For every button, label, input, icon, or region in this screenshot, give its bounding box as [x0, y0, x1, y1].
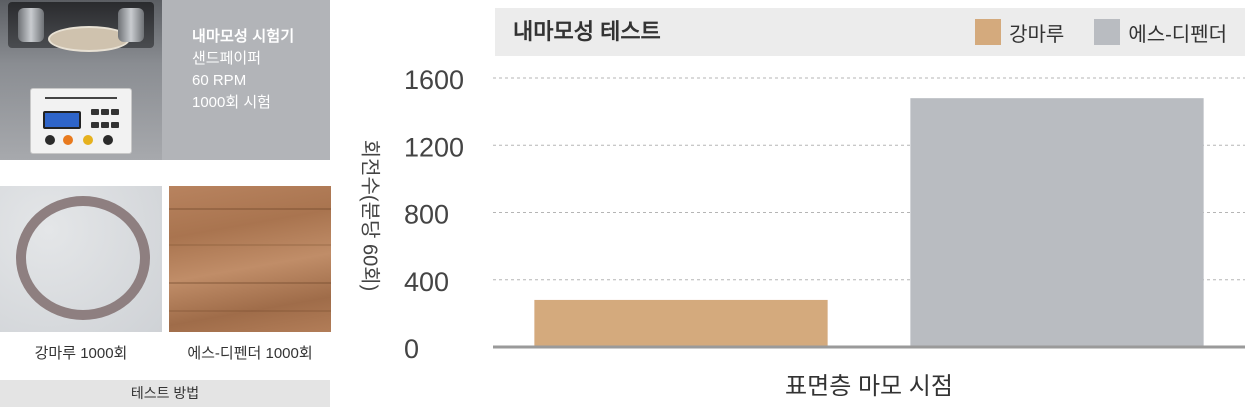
- bar-chart-plot: 0 400 800 1200 1600: [404, 65, 1245, 360]
- spec-abrasive: 샌드페이퍼: [192, 50, 262, 67]
- specimen-platen: [48, 26, 130, 52]
- abrasion-wheel-left: [18, 8, 44, 42]
- y-axis-title-text: 회전수(분당 60회): [358, 139, 381, 291]
- spec-cycles: 1000회 시험: [192, 94, 271, 111]
- spec-speed: 60 RPM: [192, 72, 247, 89]
- legend-item-ace-defender: 에스-디펜더: [1094, 18, 1227, 47]
- legend-swatch-kangmaru: [975, 19, 1002, 45]
- y-axis-title: 회전수(분당 60회): [344, 100, 400, 330]
- legend-label-ace-defender: 에스-디펜더: [1128, 23, 1227, 46]
- test-spec-box: 내마모성 시험기 샌드페이퍼 60 RPM 1000회 시험: [162, 0, 330, 160]
- x-axis-title: 표면층 마모 시점: [785, 373, 953, 400]
- sample-label-kangmaru: 강마루 1000회: [34, 345, 128, 362]
- wear-ring: [16, 196, 150, 320]
- sample-label-ace-defender: 에스-디펜더 1000회: [187, 345, 313, 362]
- sample-photo-kangmaru: [0, 186, 162, 332]
- test-method-caption: 테스트 방법: [0, 380, 330, 407]
- chart-header: 내마모성 테스트 강마루 에스-디펜더: [495, 8, 1245, 56]
- bar-kangmaru: [534, 299, 828, 347]
- y-tick-label: 400: [404, 267, 449, 297]
- bar-ace-defender: [910, 98, 1204, 347]
- abrasion-head: [8, 2, 154, 52]
- spec-title: 내마모성 시험기: [192, 28, 295, 45]
- sample-photo-ace-defender: [169, 186, 331, 332]
- test-machine-photo: [0, 0, 162, 160]
- y-tick-label: 0: [404, 334, 419, 360]
- control-panel-nameplate: [31, 95, 131, 101]
- legend-item-kangmaru: 강마루: [975, 18, 1064, 47]
- y-tick-label: 800: [404, 200, 449, 230]
- lcd-display: [43, 111, 81, 129]
- abrasion-wheel-right: [118, 8, 144, 42]
- legend-swatch-ace-defender: [1094, 19, 1121, 45]
- legend-label-kangmaru: 강마루: [1009, 23, 1065, 46]
- y-tick-label: 1200: [404, 132, 464, 162]
- control-panel: [30, 88, 132, 154]
- y-tick-label: 1600: [404, 65, 464, 95]
- chart-legend: 강마루 에스-디펜더: [975, 8, 1227, 56]
- control-keypad: [91, 109, 121, 133]
- chart-title: 내마모성 테스트: [513, 19, 661, 44]
- control-buttons: [41, 135, 125, 147]
